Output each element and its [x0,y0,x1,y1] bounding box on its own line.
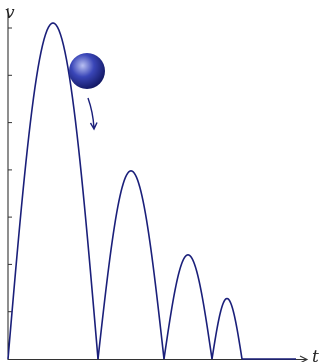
y-axis-label: v [5,3,15,23]
bounce-arc-1 [7,22,99,360]
x-axis-label: t [312,347,319,362]
bounce-arc-2 [97,170,165,360]
bounce-arc-3 [163,254,213,360]
velocity-curve [7,22,296,360]
ball-icon [69,53,105,89]
down-arrow-icon [87,97,98,131]
y-axis-ticks [8,27,12,313]
bounce-arc-4 [211,297,243,360]
